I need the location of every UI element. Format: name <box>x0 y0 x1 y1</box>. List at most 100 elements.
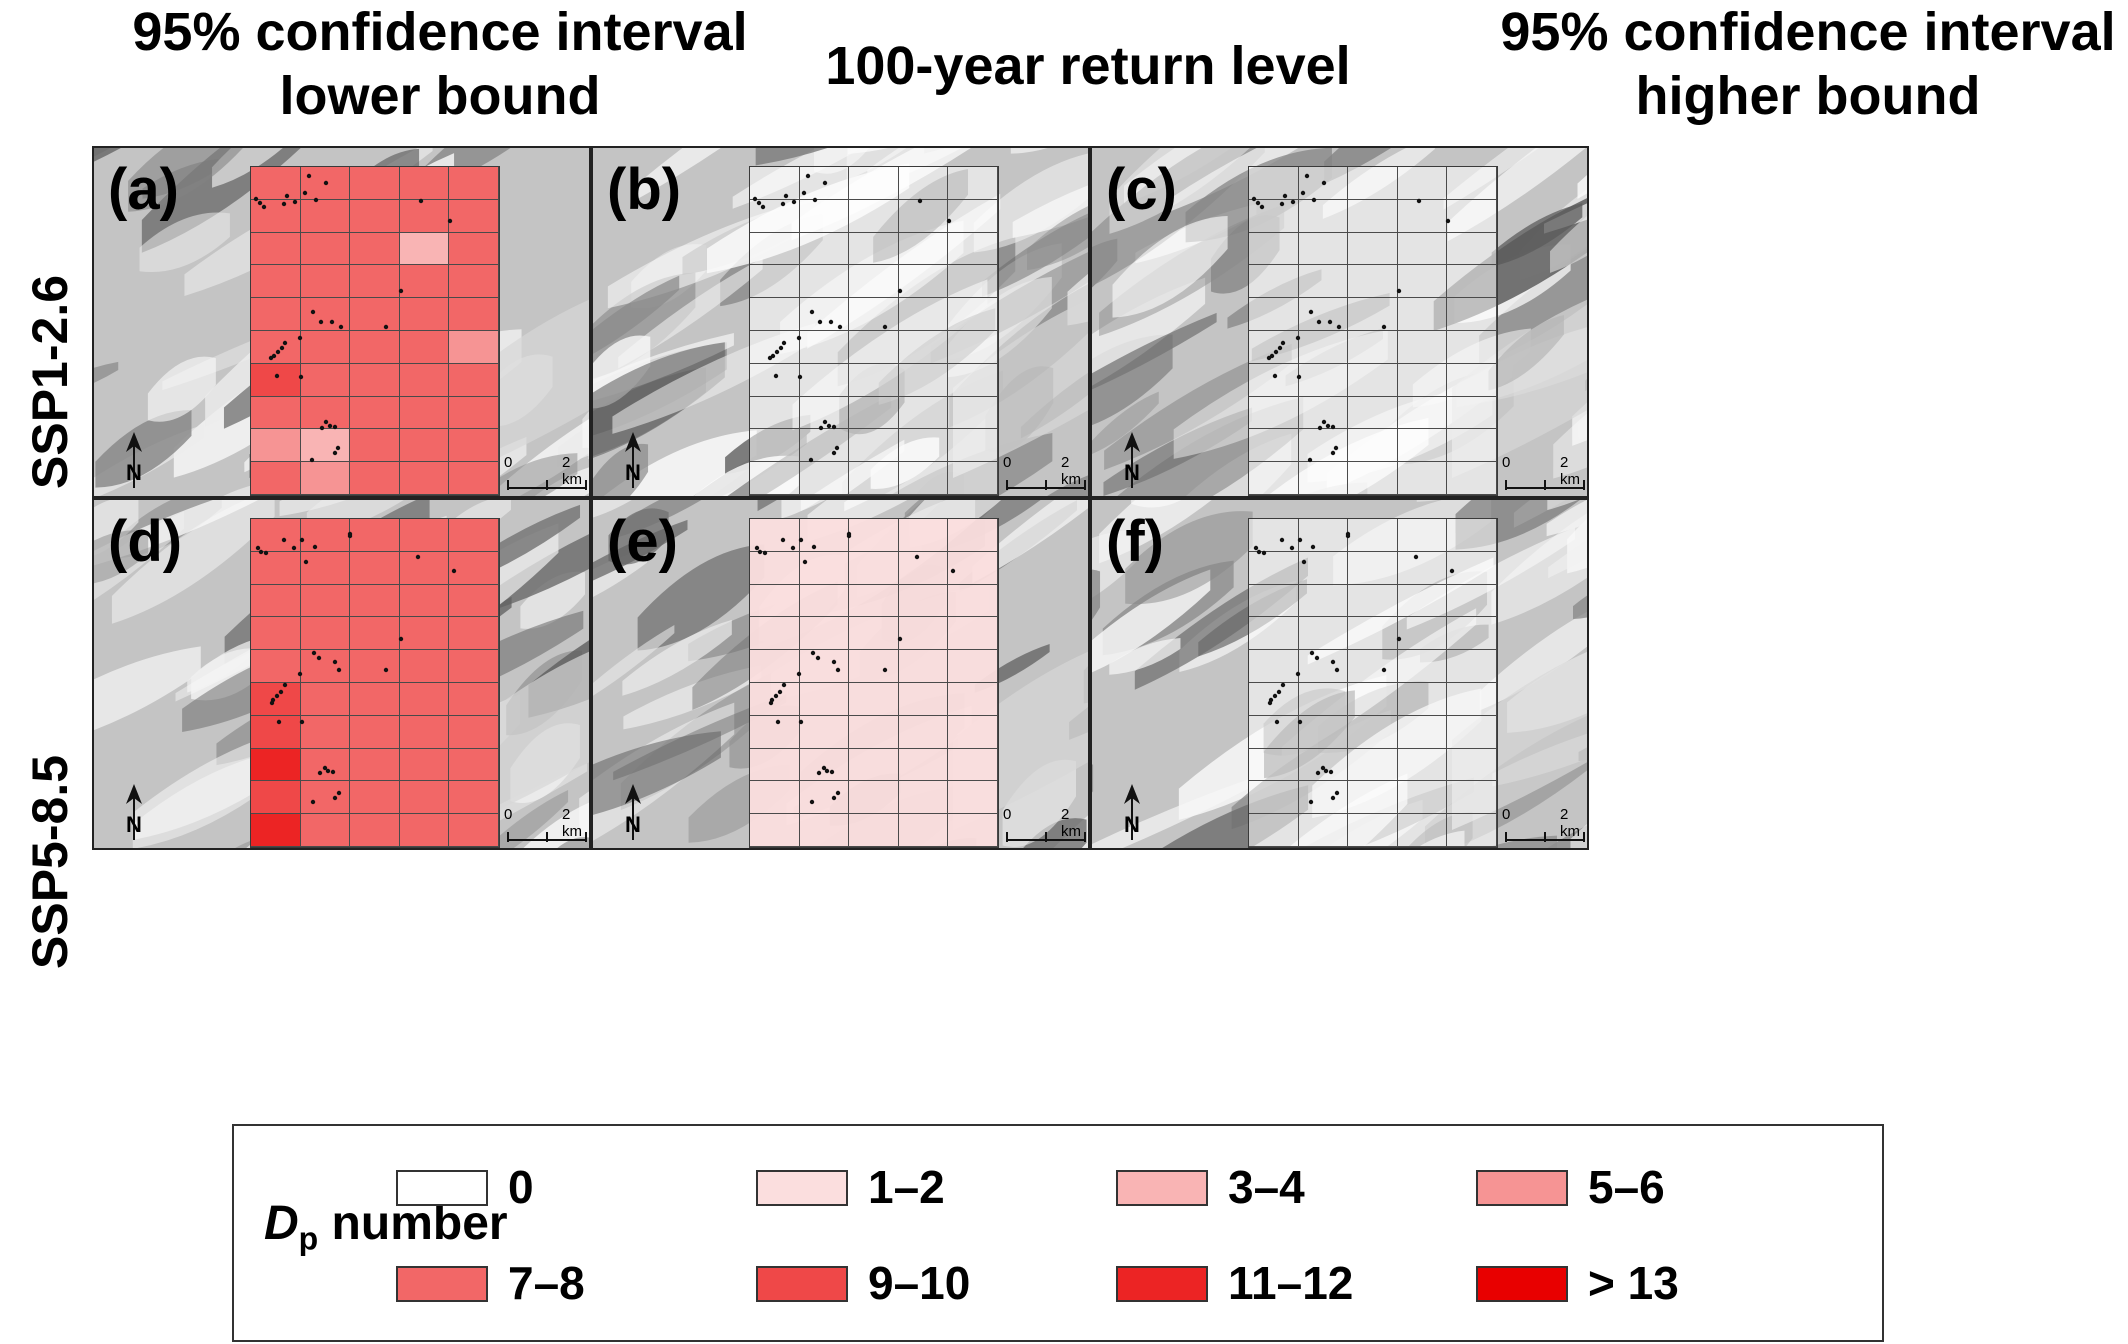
station-point <box>268 355 274 361</box>
station-point <box>398 636 404 642</box>
grid-cell <box>300 429 351 463</box>
grid-cell <box>1348 781 1398 815</box>
dp-grid <box>749 518 999 848</box>
station-point <box>1280 682 1286 688</box>
grid-cell <box>1249 298 1299 331</box>
grid-cell <box>898 617 949 651</box>
grid-cell <box>399 814 450 847</box>
grid-cell <box>300 199 351 233</box>
station-point <box>834 445 840 451</box>
station-point <box>332 450 338 456</box>
station-point <box>831 450 837 456</box>
station-point <box>821 765 827 771</box>
grid-cell <box>1447 781 1497 815</box>
station-point <box>1279 537 1285 543</box>
grid-cell <box>799 265 850 299</box>
grid-cell <box>350 814 400 847</box>
station-point <box>282 682 288 688</box>
station-point <box>323 180 329 186</box>
grid-cell <box>251 232 301 266</box>
grid-cell <box>898 265 949 299</box>
grid-cell <box>1348 814 1398 847</box>
grid-cell <box>449 650 499 683</box>
dp-grid <box>749 166 999 496</box>
station-point <box>274 373 280 379</box>
station-point <box>1334 790 1340 796</box>
grid-cell <box>300 519 351 552</box>
grid-cell <box>1397 330 1448 364</box>
grid-cell <box>1447 551 1497 585</box>
grid-cell <box>750 429 800 463</box>
grid-cell <box>1397 748 1448 782</box>
grid-cell <box>1298 462 1349 495</box>
grid-cell <box>1348 199 1398 233</box>
map-panel-b: (b) N 0 2 km <box>591 146 1090 498</box>
grid-cell <box>799 551 850 585</box>
station-point <box>1316 319 1322 325</box>
grid-cell <box>1298 519 1349 552</box>
station-point <box>253 196 259 202</box>
north-arrow-icon: N <box>126 784 142 840</box>
station-point <box>1304 173 1310 179</box>
station-point <box>1334 667 1340 673</box>
station-point <box>303 559 309 565</box>
grid-cell <box>898 748 949 782</box>
station-point <box>828 319 834 325</box>
north-arrow-icon: N <box>1124 432 1140 488</box>
station-point <box>1259 204 1265 210</box>
grid-cell <box>399 584 450 618</box>
station-point <box>318 319 324 325</box>
station-point <box>278 689 284 695</box>
grid-cell <box>449 682 499 716</box>
grid-cell <box>251 650 301 683</box>
grid-cell <box>898 781 949 815</box>
grid-cell <box>750 650 800 683</box>
grid-cell <box>948 462 998 495</box>
station-point <box>897 636 903 642</box>
grid-cell <box>849 232 899 266</box>
column-header-lower-bound: 95% confidence interval lower bound <box>90 0 790 128</box>
station-point <box>1328 769 1334 775</box>
grid-cell <box>300 748 351 782</box>
station-point <box>805 173 811 179</box>
station-point <box>754 545 760 551</box>
grid-cell <box>350 199 400 233</box>
grid-cell <box>449 265 499 299</box>
grid-cell <box>399 429 450 463</box>
grid-cell <box>1397 298 1448 331</box>
grid-cell <box>799 715 850 749</box>
grid-cell <box>1447 363 1497 397</box>
grid-cell <box>750 167 800 200</box>
grid-cell <box>251 462 301 495</box>
station-point <box>323 419 329 425</box>
grid-cell <box>399 715 450 749</box>
grid-cell <box>449 617 499 651</box>
grid-cell <box>948 396 998 430</box>
station-point <box>281 201 287 207</box>
station-point <box>1267 700 1273 706</box>
grid-cell <box>251 330 301 364</box>
grid-cell <box>350 396 400 430</box>
grid-cell <box>1447 429 1497 463</box>
station-point <box>810 650 816 656</box>
grid-cell <box>449 199 499 233</box>
grid-cell <box>849 298 899 331</box>
grid-cell <box>1348 617 1398 651</box>
legend-label: 1–2 <box>868 1161 945 1213</box>
scale-bar-zero: 0 <box>1003 454 1012 471</box>
grid-cell <box>1447 265 1497 299</box>
row-label-ssp585: SSP5-8.5 <box>22 754 78 969</box>
station-point <box>1289 545 1295 551</box>
grid-cell <box>1447 519 1497 552</box>
grid-cell <box>750 715 800 749</box>
grid-cell <box>948 167 998 200</box>
grid-cell <box>1447 682 1497 716</box>
grid-cell <box>1397 265 1448 299</box>
scale-bar-zero: 0 <box>504 454 513 471</box>
legend-title-subscript: p <box>298 1220 319 1257</box>
station-point <box>322 765 328 771</box>
column-header-line: 100-year return level <box>825 36 1351 96</box>
grid-cell <box>849 781 899 815</box>
station-point <box>383 324 389 330</box>
scale-bar-end: 2 km <box>1560 806 1580 840</box>
